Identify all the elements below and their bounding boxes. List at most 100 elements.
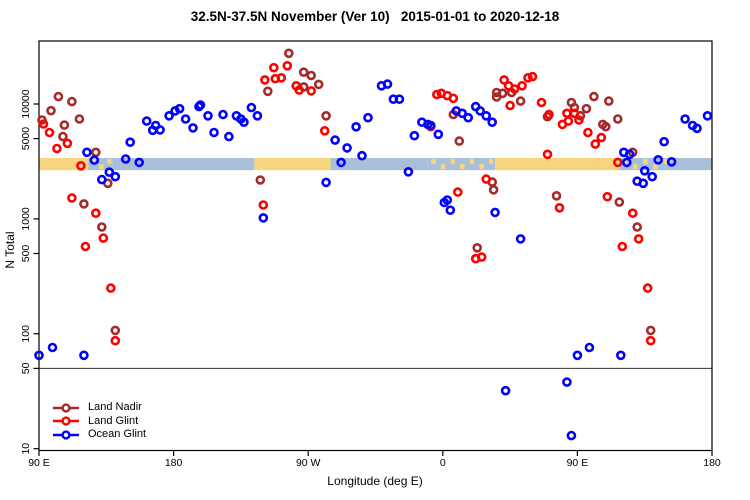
point-ocean-glint: [104, 167, 115, 177]
point-land-glint: [505, 100, 515, 111]
point-land-glint: [306, 86, 317, 96]
point-ocean-glint: [425, 120, 436, 131]
point-land-nadir: [91, 147, 101, 158]
point-land-glint: [294, 85, 305, 95]
point-land-nadir: [603, 96, 614, 106]
point-land-nadir: [589, 91, 599, 102]
point-land-glint: [106, 283, 116, 293]
point-land-nadir: [110, 325, 121, 336]
point-ocean-glint: [382, 79, 393, 89]
ocean-glint-marker: [53, 430, 79, 440]
point-ocean-glint: [252, 111, 263, 121]
y-tick-label: 5000: [20, 127, 32, 151]
point-ocean-glint: [572, 350, 583, 361]
legend: Land Nadir Land Glint Ocean Glint: [52, 401, 146, 442]
point-land-nadir: [53, 91, 64, 102]
point-ocean-glint: [515, 234, 526, 244]
legend-item-land-nadir: Land Nadir: [52, 401, 146, 415]
point-land-glint: [319, 126, 330, 136]
point-land-glint: [596, 132, 607, 143]
legend-label: Land Nadir: [88, 401, 142, 413]
map-band-land-chip: [431, 158, 436, 164]
x-tick-label: 90 E: [28, 457, 50, 469]
point-ocean-glint: [439, 197, 450, 208]
point-land-glint: [645, 335, 656, 346]
point-land-glint: [627, 208, 638, 218]
map-band-land-chip: [479, 164, 484, 170]
point-land-nadir: [79, 199, 89, 209]
point-ocean-glint: [97, 174, 107, 185]
point-land-glint: [481, 174, 492, 184]
point-ocean-glint: [363, 112, 373, 123]
point-land-nadir: [46, 105, 56, 116]
x-tick-label: 90 W: [296, 457, 321, 469]
point-ocean-glint: [457, 108, 468, 119]
point-ocean-glint: [566, 430, 577, 441]
point-land-glint: [563, 116, 574, 126]
point-land-nadir: [614, 197, 625, 207]
point-land-glint: [536, 97, 547, 108]
point-ocean-glint: [357, 150, 367, 161]
point-land-nadir: [298, 67, 309, 77]
x-tick-label: 180: [703, 457, 721, 469]
land-nadir-marker: [53, 403, 79, 413]
point-land-nadir: [283, 48, 294, 59]
map-band-land-chip: [663, 158, 669, 164]
y-tick-label: 1000: [20, 207, 32, 231]
map-band-land-chip: [633, 164, 638, 170]
point-land-glint: [258, 200, 269, 210]
map-band-land-chip: [440, 164, 446, 170]
point-ocean-glint: [639, 166, 650, 176]
point-land-glint: [602, 191, 613, 202]
point-ocean-glint: [702, 111, 713, 121]
point-ocean-glint: [239, 117, 249, 127]
point-land-glint: [574, 115, 584, 125]
point-land-glint: [523, 73, 533, 83]
y-tick-label: 500: [20, 245, 32, 263]
point-land-nadir: [645, 325, 656, 336]
point-land-glint: [91, 208, 101, 218]
legend-item-land-glint: Land Glint: [52, 415, 146, 429]
point-land-nadir: [321, 111, 331, 121]
map-band-land-chip: [99, 164, 104, 170]
point-ocean-glint: [653, 155, 664, 165]
point-land-glint: [590, 139, 601, 149]
point-land-nadir: [313, 79, 324, 90]
point-land-nadir: [488, 185, 499, 195]
map-band-land-chip: [488, 158, 494, 164]
point-land-glint: [110, 335, 121, 346]
y-tick-label: 10: [20, 443, 32, 455]
point-land-glint: [617, 241, 628, 252]
point-ocean-glint: [351, 122, 361, 132]
chart-title: 32.5N-37.5N November (Ver 10) 2015-01-01…: [190, 9, 560, 24]
point-land-glint: [268, 62, 279, 73]
point-land-glint: [62, 138, 73, 149]
point-land-nadir: [472, 243, 483, 253]
point-land-nadir: [497, 88, 508, 99]
point-land-nadir: [58, 131, 68, 142]
point-ocean-glint: [134, 157, 144, 168]
point-land-glint: [562, 108, 572, 119]
point-ocean-glint: [47, 342, 58, 353]
map-band-land: [254, 158, 331, 171]
point-ocean-glint: [195, 100, 206, 110]
point-ocean-glint: [34, 350, 44, 361]
point-land-nadir: [551, 191, 562, 201]
map-band-land-chip: [460, 164, 465, 170]
point-ocean-glint: [125, 137, 135, 147]
point-land-glint: [38, 119, 49, 129]
map-band-ocean: [112, 158, 255, 171]
point-ocean-glint: [209, 127, 219, 138]
point-ocean-glint: [164, 111, 174, 121]
point-ocean-glint: [120, 154, 131, 164]
point-ocean-glint: [79, 350, 89, 361]
point-ocean-glint: [475, 106, 486, 116]
point-land-nadir: [59, 120, 70, 130]
point-ocean-glint: [89, 155, 100, 165]
legend-label: Land Glint: [88, 414, 139, 427]
point-land-glint: [448, 93, 459, 104]
point-ocean-glint: [500, 385, 511, 396]
point-land-nadir: [255, 175, 266, 185]
point-ocean-glint: [141, 116, 152, 126]
